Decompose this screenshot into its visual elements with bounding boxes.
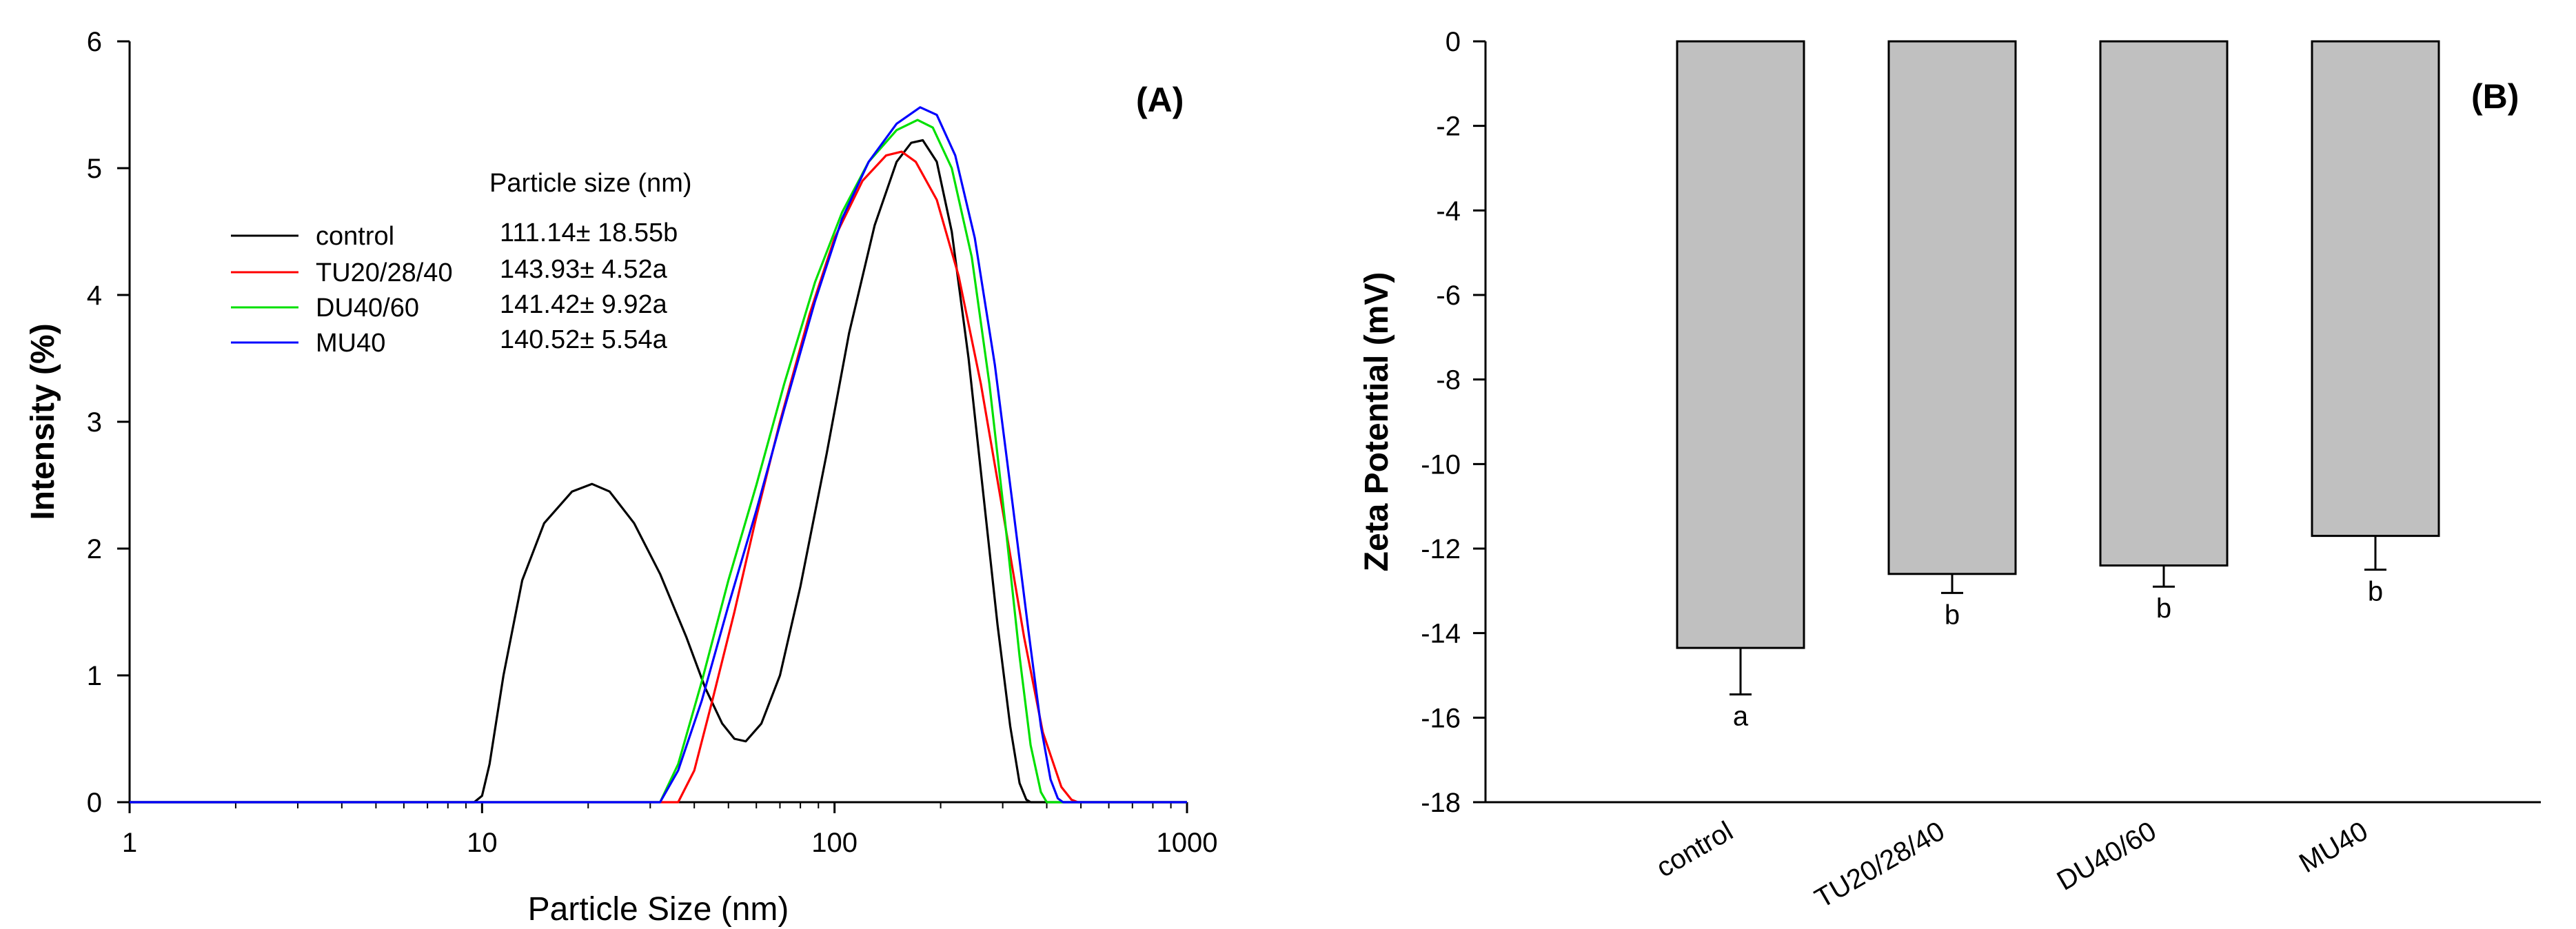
panel-b-bar-chart: a b b b 0 -2 -4 -6 -8 -10 -12 -14 -16 -18 control TU2… (1359, 27, 2541, 914)
panel-a-y-axis-title: Intensity (%) (25, 323, 61, 520)
significance-letter-control: a (1733, 702, 1749, 732)
panel-b-x-labels: control TU20/28/40 DU40/60 MU40 (1652, 816, 2373, 915)
legend-label-du40-60: DU40/60 (316, 294, 419, 323)
panel-b-y-axis-title: Zeta Potential (mV) (1359, 272, 1395, 572)
y-tick-label: -12 (1421, 534, 1461, 564)
x-tick-label: 1 (122, 828, 137, 858)
series-line-mu40 (130, 106, 1187, 804)
y-tick-label: 6 (87, 27, 102, 57)
panel-a-x-ticks: 1 10 100 1000 (122, 802, 1218, 858)
series-line-tu20-28-40 (130, 150, 1187, 804)
y-tick-label: -6 (1436, 280, 1461, 311)
y-tick-label: 4 (87, 280, 102, 311)
y-tick-label: -16 (1421, 703, 1461, 733)
legend-entry-mu40: MU40 140.52± 5.54a (231, 325, 668, 358)
legend-value-control: 111.14± 18.55b (500, 218, 678, 247)
y-tick-label: -4 (1436, 196, 1461, 226)
legend-title: Particle size (nm) (489, 169, 692, 198)
category-label-mu40: MU40 (2294, 816, 2373, 879)
y-tick-label: 0 (87, 788, 102, 818)
panel-b-y-ticks: 0 -2 -4 -6 -8 -10 -12 -14 -16 -18 (1421, 27, 1485, 818)
significance-letter-tu20-28-40: b (1945, 600, 1960, 630)
y-tick-label: 2 (87, 534, 102, 564)
y-tick-label: 5 (87, 154, 102, 184)
category-label-tu20-28-40: TU20/28/40 (1809, 816, 1949, 915)
x-tick-label: 10 (467, 828, 498, 858)
legend-entry-du40-60: DU40/60 141.42± 9.92a (231, 290, 668, 323)
y-tick-label: -18 (1421, 788, 1461, 818)
x-tick-label: 1000 (1157, 828, 1218, 858)
legend-value-mu40: 140.52± 5.54a (500, 325, 668, 354)
legend-label-tu20-28-40: TU20/28/40 (316, 258, 453, 287)
panel-a-y-ticks: 0 1 2 3 4 5 6 (87, 27, 130, 818)
panel-a-legend: Particle size (nm) control 111.14± 18.55… (231, 169, 692, 358)
y-tick-label: 0 (1446, 27, 1461, 57)
panel-a-x-axis-title: Particle Size (nm) (528, 891, 789, 928)
legend-entry-tu20-28-40: TU20/28/40 143.93± 4.52a (231, 255, 668, 287)
bar-control (1676, 40, 1805, 649)
panel-a-series (130, 106, 1187, 804)
legend-value-du40-60: 141.42± 9.92a (500, 290, 668, 319)
series-line-control (130, 139, 1187, 804)
panel-b-label: (B) (2471, 77, 2519, 116)
legend-entry-control: control 111.14± 18.55b (231, 218, 678, 251)
y-tick-label: -8 (1436, 365, 1461, 396)
legend-value-tu20-28-40: 143.93± 4.52a (500, 255, 668, 284)
panel-a-label: (A) (1136, 81, 1184, 119)
legend-label-mu40: MU40 (316, 329, 385, 358)
y-tick-label: 1 (87, 661, 102, 691)
bar-du40-60 (2099, 40, 2229, 567)
y-tick-label: 3 (87, 407, 102, 438)
legend-label-control: control (316, 222, 394, 251)
x-tick-label: 100 (811, 828, 858, 858)
bar-tu20-28-40 (1887, 40, 2017, 575)
series-line-du40-60 (130, 119, 1187, 804)
panel-b-bars: a b b b (1676, 40, 2440, 732)
category-label-control: control (1652, 816, 1738, 884)
significance-letter-mu40: b (2368, 577, 2383, 607)
significance-letter-du40-60: b (2156, 593, 2171, 624)
y-tick-label: -2 (1436, 112, 1461, 142)
category-label-du40-60: DU40/60 (2052, 816, 2162, 897)
bar-mu40 (2311, 40, 2440, 538)
y-tick-label: -14 (1421, 619, 1461, 649)
y-tick-label: -10 (1421, 449, 1461, 480)
